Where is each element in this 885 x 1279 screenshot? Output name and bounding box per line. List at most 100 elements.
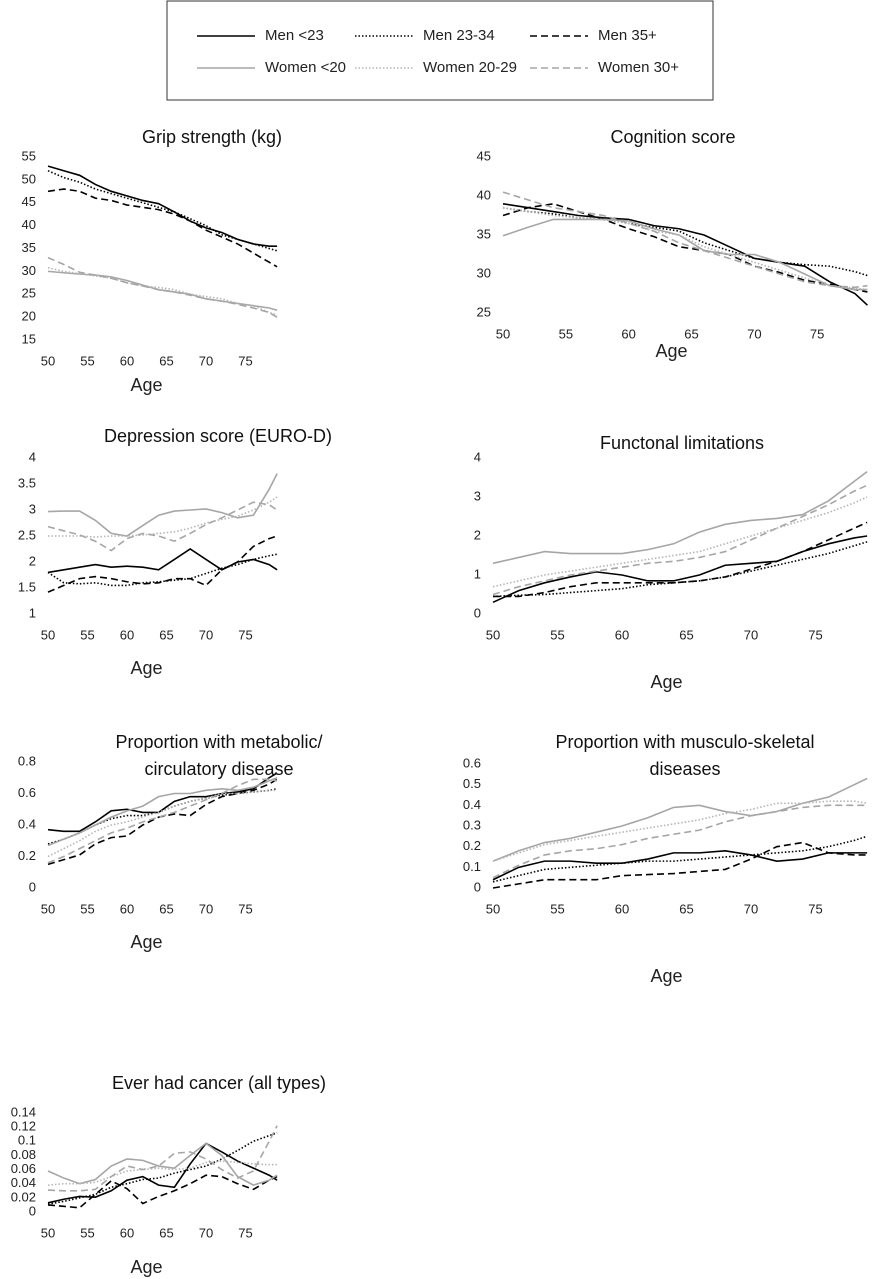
series-line: Men <23	[47, 548, 278, 574]
x-axis-label: Age	[650, 672, 682, 692]
series-line: Women 30+	[47, 501, 278, 552]
series-line: Women <20	[47, 1142, 278, 1186]
y-tick-label: 0.06	[11, 1161, 36, 1176]
x-tick-label: 75	[238, 627, 252, 642]
x-tick-label: 50	[41, 901, 55, 916]
y-tick-label: 55	[22, 148, 36, 163]
series-line: Women <20	[502, 218, 868, 291]
x-tick-label: 55	[80, 1225, 94, 1240]
x-tick-label: 75	[238, 353, 252, 368]
x-tick-label: 60	[120, 627, 134, 642]
series-line: Men 23-34	[47, 553, 278, 587]
x-tick-label: 70	[199, 901, 213, 916]
series-line: Men 23-34	[47, 1132, 278, 1206]
x-tick-label: 65	[679, 627, 693, 642]
x-tick-label: 65	[159, 901, 173, 916]
y-tick-label: 0.3	[463, 817, 481, 832]
series-line: Men 35+	[502, 202, 868, 293]
series-line: Women 20-29	[47, 1160, 278, 1186]
y-tick-label: 4	[474, 449, 481, 464]
x-tick-label: 65	[159, 627, 173, 642]
series-line: Women <20	[492, 471, 868, 565]
chart-title: Cognition score	[610, 127, 736, 147]
x-tick-label: 70	[744, 901, 758, 916]
y-tick-label: 0.2	[18, 848, 36, 863]
x-tick-label: 65	[159, 1225, 173, 1240]
chart-title: Depression score (EURO-D)	[103, 426, 333, 446]
x-axis-label: Age	[130, 658, 162, 678]
x-tick-label: 55	[550, 627, 564, 642]
series-line: Men 35+	[47, 535, 278, 593]
y-tick-label: 0.12	[11, 1119, 36, 1134]
legend-label: Women <20	[265, 59, 346, 76]
legend-label: Women 20-29	[423, 59, 517, 76]
series-line: Men 35+	[47, 1174, 278, 1209]
series-line: Men 35+	[47, 778, 278, 866]
x-tick-label: 75	[808, 901, 822, 916]
series-line: Men <23	[47, 1142, 278, 1204]
x-axis-label: Age	[130, 375, 162, 395]
x-tick-label: 75	[238, 1225, 252, 1240]
x-tick-label: 50	[486, 627, 500, 642]
y-tick-label: 0.1	[463, 859, 481, 874]
y-tick-label: 20	[22, 309, 36, 324]
x-tick-label: 55	[550, 901, 564, 916]
legend-box	[166, 0, 714, 101]
y-tick-label: 0.4	[463, 797, 481, 812]
x-tick-label: 60	[621, 326, 635, 341]
chart-title: Functonal limitations	[599, 433, 765, 453]
series-line: Women <20	[492, 777, 868, 862]
chart-title: Proportion with musculo-skeletal disease…	[555, 732, 815, 779]
y-tick-label: 0.6	[18, 785, 36, 800]
x-tick-label: 65	[159, 353, 173, 368]
y-tick-label: 30	[22, 263, 36, 278]
y-tick-label: 1	[29, 605, 36, 620]
y-tick-label: 0	[29, 1203, 36, 1218]
x-tick-label: 60	[120, 353, 134, 368]
y-tick-label: 0.08	[11, 1147, 36, 1162]
y-tick-label: 0.4	[18, 816, 36, 831]
y-tick-label: 40	[477, 187, 491, 202]
x-axis-label: Age	[655, 341, 687, 361]
x-tick-label: 50	[41, 1225, 55, 1240]
y-tick-label: 0	[474, 879, 481, 894]
x-tick-label: 55	[80, 353, 94, 368]
y-tick-label: 3	[29, 501, 36, 516]
y-tick-label: 25	[477, 304, 491, 319]
x-tick-label: 70	[199, 1225, 213, 1240]
series-line: Men 35+	[493, 521, 868, 598]
series-line: Women 30+	[492, 484, 868, 596]
y-tick-label: 0.2	[463, 838, 481, 853]
series-line: Men 35+	[47, 188, 278, 268]
y-tick-label: 1.5	[18, 579, 36, 594]
series-line: Men <23	[47, 165, 278, 248]
x-tick-label: 55	[559, 326, 573, 341]
x-tick-label: 60	[615, 901, 629, 916]
series-line: Women <20	[47, 777, 278, 847]
y-tick-label: 0.1	[18, 1133, 36, 1148]
y-tick-label: 2.5	[18, 527, 36, 542]
y-tick-label: 3.5	[18, 475, 36, 490]
x-tick-label: 50	[486, 901, 500, 916]
y-tick-label: 50	[22, 171, 36, 186]
chart-title: Grip strength (kg)	[141, 127, 283, 147]
x-tick-label: 75	[238, 901, 252, 916]
y-tick-label: 0.6	[463, 755, 481, 770]
chart-title: Proportion with metabolic/ circulatory d…	[115, 732, 323, 779]
x-tick-label: 70	[747, 326, 761, 341]
series-line: Women <20	[47, 270, 278, 312]
y-tick-label: 0.04	[11, 1175, 36, 1190]
series-line: Men <23	[47, 772, 278, 833]
x-tick-label: 70	[744, 627, 758, 642]
series-line: Men <23	[492, 849, 868, 881]
x-axis-label: Age	[130, 1257, 162, 1277]
y-tick-label: 1	[474, 566, 481, 581]
y-tick-label: 45	[477, 148, 491, 163]
x-tick-label: 70	[199, 353, 213, 368]
series-line: Women 30+	[492, 804, 868, 879]
series-line: Women <20	[47, 473, 278, 537]
series-line: Men 23-34	[502, 206, 868, 277]
x-tick-label: 75	[808, 627, 822, 642]
series-line: Women 30+	[47, 778, 278, 864]
